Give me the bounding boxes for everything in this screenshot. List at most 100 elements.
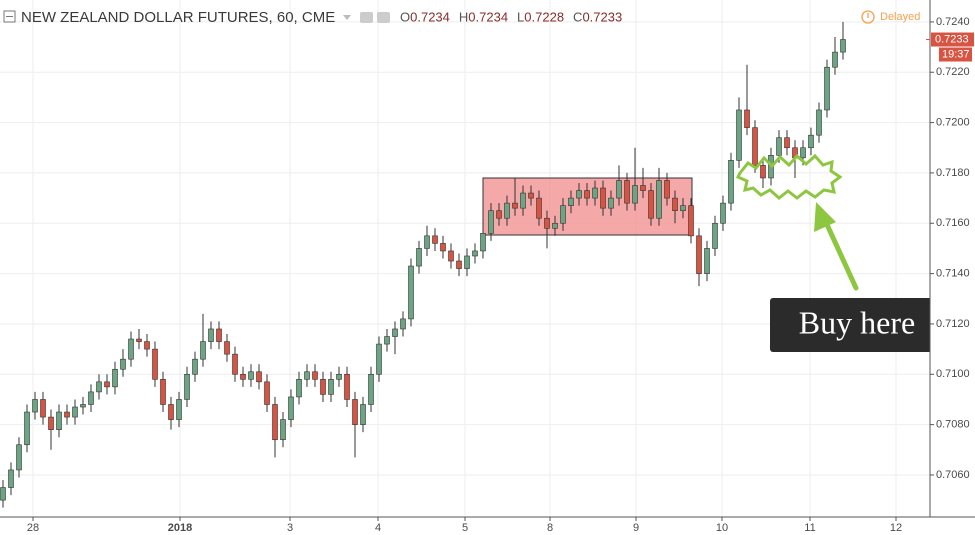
ohlc-label: C <box>573 9 582 24</box>
candle-body <box>408 265 414 320</box>
x-tick-label: 5 <box>462 522 468 534</box>
candle-body <box>320 379 326 395</box>
candle-body <box>808 134 814 149</box>
candle-body <box>616 180 622 199</box>
candle-body <box>536 197 542 219</box>
candle-body <box>192 358 198 375</box>
candle-body <box>832 51 838 68</box>
candle-body <box>776 137 782 156</box>
candle-body <box>728 160 734 204</box>
candle-body <box>816 109 822 136</box>
candle-body <box>608 197 614 209</box>
candle-body <box>744 109 750 128</box>
candle-body <box>72 406 78 418</box>
candle-body <box>448 250 454 262</box>
candle-body <box>568 197 574 206</box>
highlight-zone <box>735 153 843 200</box>
x-tick-label: 2018 <box>168 522 192 534</box>
candle-body <box>664 180 670 199</box>
candle-body <box>592 187 598 199</box>
y-tick-label: 0.7160 <box>936 217 970 229</box>
arrow-head <box>814 202 836 232</box>
candle-body <box>352 399 358 425</box>
y-tick-label: 0.7220 <box>936 66 970 78</box>
candle-body <box>800 147 806 159</box>
countdown-label: 19:37 <box>942 48 970 60</box>
candle-body <box>0 487 6 501</box>
ohlc-label: O <box>400 9 410 24</box>
candle-body <box>416 248 422 267</box>
candle-body <box>632 185 638 204</box>
delayed-status: Delayed <box>880 11 920 23</box>
candle-body <box>752 127 758 166</box>
candle-body <box>264 381 270 405</box>
y-tick-label: 0.7200 <box>936 116 970 128</box>
candle-body <box>288 396 294 420</box>
delayed-icon <box>861 10 875 24</box>
candle-body <box>256 371 262 383</box>
candle-body <box>712 222 718 249</box>
candle-body <box>672 197 678 211</box>
dropdown-icon[interactable] <box>343 15 351 20</box>
candle-body <box>48 416 54 430</box>
candle-body <box>720 202 726 224</box>
candle-body <box>328 379 334 395</box>
price-axis-bg <box>930 0 975 517</box>
y-tick-label: 0.7060 <box>936 469 970 481</box>
symbol-title: NEW ZEALAND DOLLAR FUTURES, 60, CME <box>21 9 335 26</box>
candle-body <box>488 210 494 234</box>
x-tick-label: 3 <box>287 522 293 534</box>
last-price-box <box>931 32 974 47</box>
candle-body <box>480 233 486 252</box>
candle-body <box>40 399 46 418</box>
candle-body <box>128 338 134 360</box>
candle-body <box>560 205 566 224</box>
candle-body <box>88 391 94 405</box>
candle-body <box>280 419 286 441</box>
ohlc-label: H <box>459 9 468 24</box>
arrow-shaft <box>821 215 859 291</box>
x-tick-label: 4 <box>375 522 381 534</box>
candle-body <box>424 235 430 249</box>
candle-body <box>232 353 238 375</box>
y-tick-label: 0.7080 <box>936 419 970 431</box>
ohlc-label: L <box>517 9 524 24</box>
candle-body <box>104 381 110 388</box>
candle-body <box>584 190 590 199</box>
candle-body <box>432 235 438 244</box>
candle-body <box>688 205 694 237</box>
collapse-icon[interactable] <box>3 10 16 23</box>
candle-body <box>144 341 150 350</box>
ohlc-value: 0.7234 <box>468 9 508 24</box>
settings-icon[interactable] <box>360 12 373 23</box>
candle-body <box>224 341 230 355</box>
countdown-box <box>939 47 972 62</box>
axes: 0.7060 0.7080 0.7100 0.7120 0.7140 0.7160 0.71… <box>27 16 974 534</box>
candle-body <box>600 187 606 209</box>
candle-body <box>64 411 70 418</box>
candle-body <box>544 217 550 229</box>
candle-body <box>360 404 366 425</box>
x-tick-label: 12 <box>890 522 902 534</box>
candle-body <box>176 399 182 420</box>
candle-body <box>344 373 350 400</box>
candle-body <box>472 250 478 257</box>
candle-body <box>760 165 766 179</box>
y-tick-label: 0.7140 <box>936 268 970 280</box>
candle-body <box>120 358 126 370</box>
candle-body <box>56 411 62 430</box>
x-tick-label: 11 <box>804 522 815 534</box>
y-tick-label: 0.7120 <box>936 318 970 330</box>
candle-body <box>704 248 710 274</box>
candle-body <box>384 336 390 345</box>
candle-body <box>200 341 206 360</box>
candle-body <box>392 328 398 337</box>
candle-body <box>456 260 462 269</box>
x-tick-label: 9 <box>633 522 639 534</box>
candle-body <box>640 185 646 191</box>
candle-body <box>696 235 702 274</box>
source-icon[interactable] <box>377 12 390 23</box>
candle-body <box>248 371 254 380</box>
candle-body <box>576 190 582 199</box>
